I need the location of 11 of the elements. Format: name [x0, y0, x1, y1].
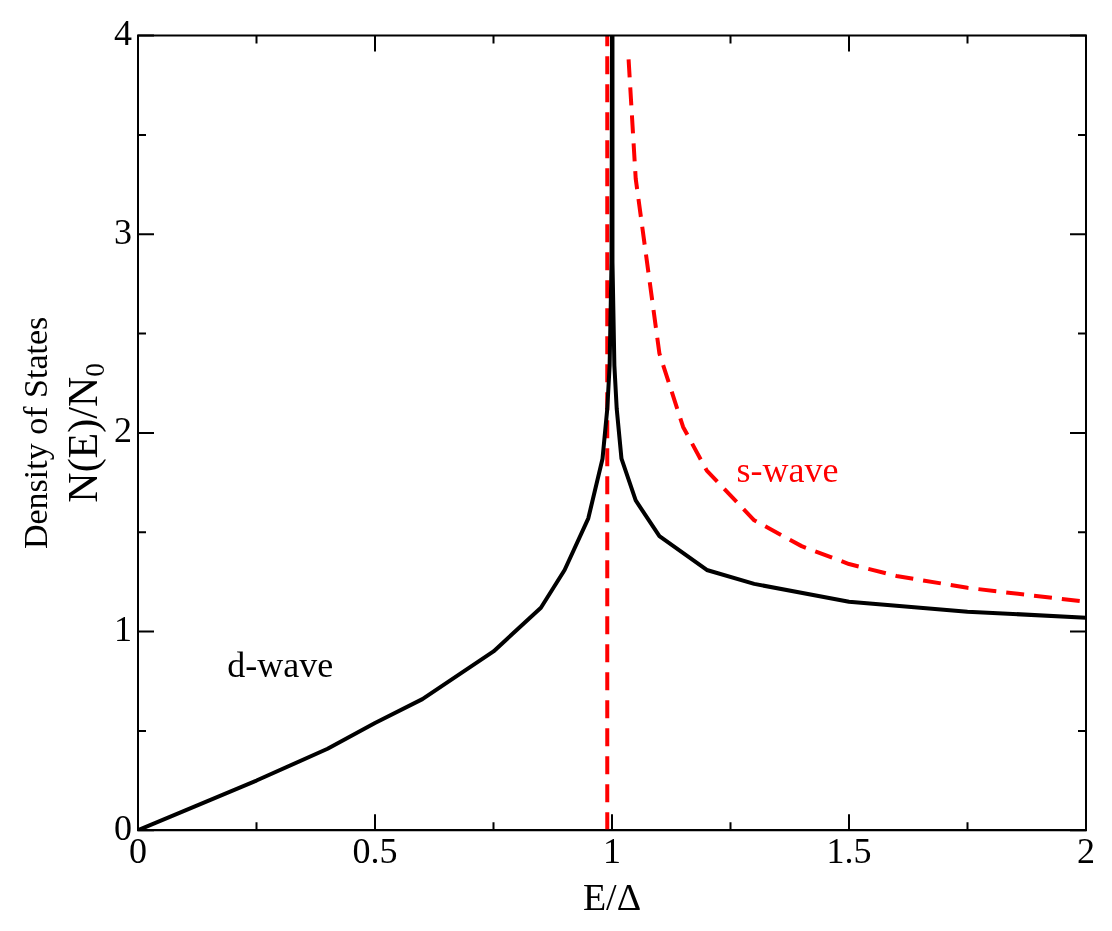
y-tick-label: 2	[114, 410, 132, 451]
y-tick-label: 1	[114, 609, 132, 649]
x-axis-title: E/Δ	[582, 876, 642, 919]
x-tick-label: 0.5	[352, 831, 398, 872]
series-label: s-wave	[736, 450, 839, 491]
y-tick-label: 4	[114, 13, 132, 54]
series-label: d-wave	[227, 644, 334, 685]
x-tick-label: 2	[1077, 831, 1095, 872]
x-tick-label: 1.5	[826, 831, 872, 872]
x-tick-label: 1	[603, 831, 621, 872]
y-tick-label: 3	[114, 211, 132, 252]
